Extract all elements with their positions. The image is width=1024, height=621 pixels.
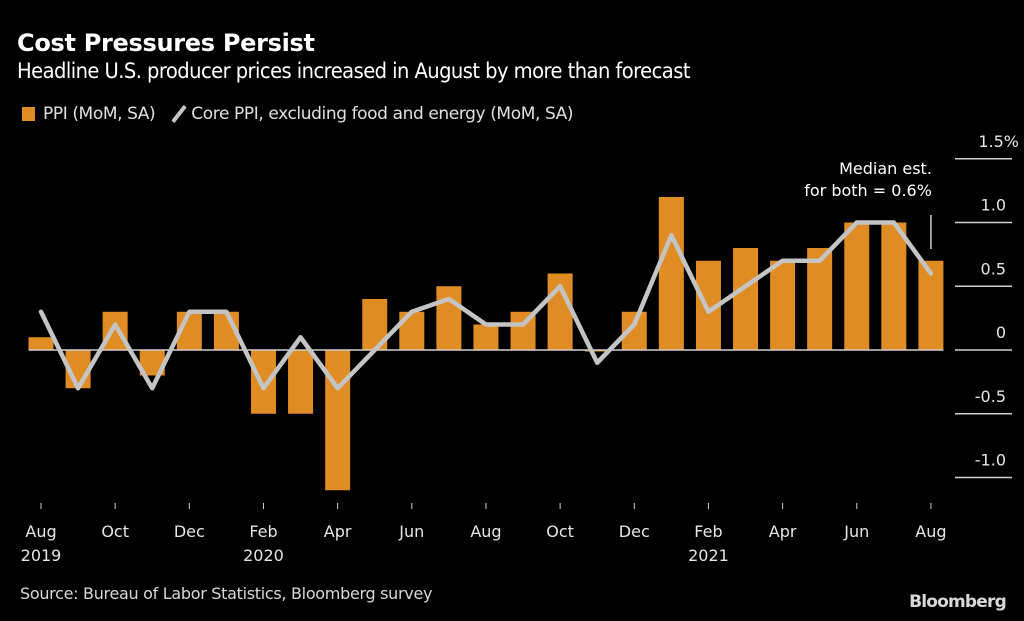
annotation-text: for both = 0.6%: [804, 181, 932, 200]
x-tick-label: Feb: [694, 522, 722, 541]
x-tick-label: Aug: [25, 522, 56, 541]
x-tick-year-label: 2021: [688, 546, 729, 565]
x-tick-label: Feb: [249, 522, 277, 541]
ppi-bar: [399, 311, 425, 350]
y-tick-label: -1.0: [975, 451, 1006, 470]
x-tick-label: Dec: [174, 522, 205, 541]
x-tick-label: Jun: [398, 522, 424, 541]
legend: PPI (MoM, SA) Core PPI, excluding food a…: [17, 104, 574, 124]
ppi-bar: [28, 337, 54, 350]
ppi-bar: [473, 324, 499, 350]
y-tick-label: 1.0: [981, 196, 1006, 215]
annotation-text: Median est.: [839, 159, 932, 178]
ppi-bar: [250, 350, 276, 414]
median-estimate-annotation: Median est. for both = 0.6%: [804, 159, 932, 249]
ppi-bar: [770, 260, 796, 350]
x-tick-label: Oct: [101, 522, 129, 541]
x-tick-label: Aug: [470, 522, 501, 541]
ppi-bar: [288, 350, 314, 414]
x-tick-label: Apr: [769, 522, 797, 541]
ppi-bar: [325, 350, 351, 491]
legend-ppi-label: PPI (MoM, SA): [43, 104, 156, 124]
ppi-bar: [658, 197, 684, 350]
x-axis: Aug 2019 Oct Dec Feb 2020 Apr Jun Aug Oct Dec Feb 20…: [21, 503, 947, 565]
x-tick-year-label: 2020: [243, 546, 284, 565]
legend-ppi-swatch-icon: [22, 107, 35, 121]
y-tick-label: 1.5%: [978, 132, 1019, 151]
legend-core-label: Core PPI, excluding food and energy (MoM…: [191, 104, 574, 124]
x-tick-label: Aug: [915, 522, 946, 541]
ppi-bar: [102, 311, 128, 350]
x-tick-year-label: 2019: [21, 546, 62, 565]
chart-subtitle: Headline U.S. producer prices increased …: [17, 59, 690, 83]
ppi-bars: [28, 197, 944, 491]
bloomberg-logo: Bloomberg: [909, 592, 1007, 612]
x-tick-label: Oct: [546, 522, 574, 541]
chart-title: Cost Pressures Persist: [17, 29, 315, 57]
x-tick-label: Dec: [619, 522, 650, 541]
ppi-bar: [436, 286, 462, 350]
ppi-bar: [844, 222, 870, 350]
core-ppi-line: [38, 220, 934, 391]
x-tick-label: Jun: [843, 522, 869, 541]
ppi-bar: [807, 248, 833, 350]
source-note: Source: Bureau of Labor Statistics, Bloo…: [20, 584, 433, 603]
x-tick-label: Apr: [324, 522, 352, 541]
y-tick-label: 0.5: [981, 259, 1006, 278]
core-ppi-line-path: [38, 220, 934, 391]
y-tick-label: -0.5: [975, 387, 1006, 406]
y-axis: 1.5% 1.0 0.5 0 -0.5 -1.0: [955, 132, 1019, 479]
ppi-bar: [733, 248, 759, 350]
ppi-bar: [881, 222, 907, 350]
y-tick-label: 0: [996, 323, 1006, 342]
